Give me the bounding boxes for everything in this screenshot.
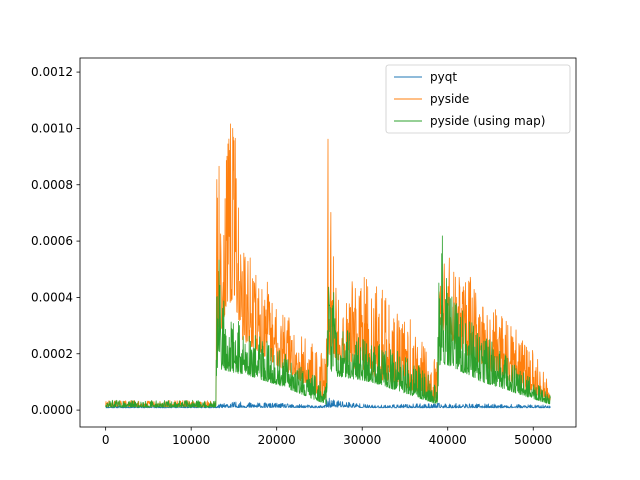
x-tick-label: 40000 [429,433,467,447]
series-layer [105,123,551,409]
x-tick-label: 20000 [258,433,296,447]
series-line-pyqt [105,397,551,409]
series-line-pyside-using-map- [105,235,551,408]
x-axis: 0 10000 20000 30000 40000 50000 [102,427,552,447]
legend-label: pyside (using map) [430,114,545,128]
legend: pyqt pyside pyside (using map) [385,64,571,134]
x-tick-label: 50000 [514,433,552,447]
legend-label: pyside [430,92,469,106]
y-tick-label: 0.0002 [31,347,73,361]
x-tick-label: 0 [102,433,110,447]
legend-box [385,64,571,134]
x-tick-label: 10000 [172,433,210,447]
x-tick-label: 30000 [343,433,381,447]
y-tick-label: 0.0006 [31,234,73,248]
y-axis: 0.0000 0.0002 0.0004 0.0006 0.0008 0.0010 0.00… [31,65,80,417]
y-tick-label: 0.0010 [31,121,73,135]
y-tick-label: 0.0000 [31,403,73,417]
y-tick-label: 0.0004 [31,290,73,304]
y-tick-label: 0.0008 [31,178,73,192]
legend-label: pyqt [430,70,457,84]
plot-frame [79,57,577,428]
y-tick-label: 0.0012 [31,65,73,79]
